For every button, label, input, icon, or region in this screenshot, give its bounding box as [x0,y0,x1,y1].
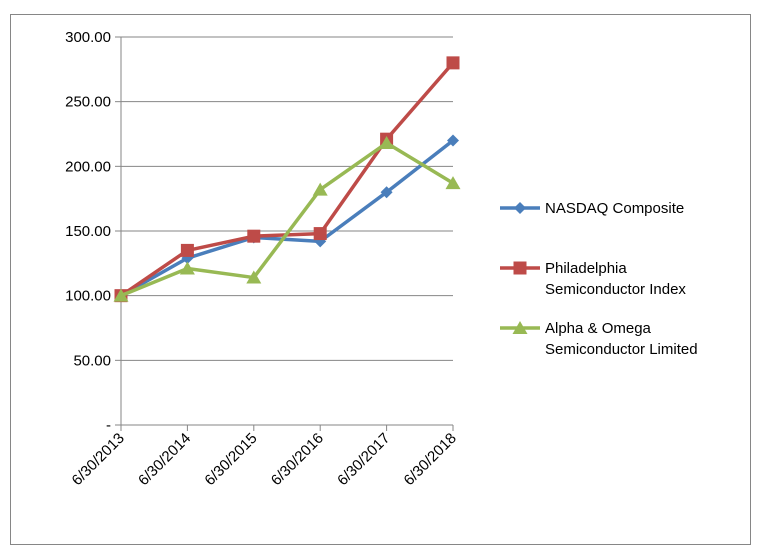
legend-label: Alpha & Omega [545,320,652,337]
legend-label: NASDAQ Composite [545,200,684,217]
series-line-2 [120,141,454,298]
data-point-0-4 [380,186,393,199]
x-tick-label: 6/30/2018 [401,430,460,489]
x-tick-label: 6/30/2015 [201,430,260,489]
legend-label: Philadelphia [545,260,627,277]
data-point-1-3 [313,227,327,241]
legend-label: Semiconductor Limited [545,341,698,358]
y-tick-label: 200.00 [65,158,111,175]
chart-frame [10,14,751,545]
legend-marker-triangle-icon [512,321,528,334]
x-tick-label: 6/30/2013 [69,430,128,489]
y-tick-label: 100.00 [65,288,111,305]
data-point-1-2 [247,229,261,243]
legend-label: Semiconductor Index [545,281,686,298]
y-tick-label: 250.00 [65,94,111,111]
legend-marker-diamond-icon [514,202,526,214]
legend-marker-square-icon [513,261,527,275]
data-point-2-2 [246,270,262,284]
data-point-2-0 [113,288,129,302]
y-tick-label: 50.00 [73,352,111,369]
data-point-1-5 [446,56,460,70]
series-line-0 [120,139,455,298]
data-point-0-5 [447,134,459,147]
data-point-2-4 [379,136,395,150]
data-point-1-1 [180,243,194,257]
data-point-2-5 [445,176,461,190]
x-tick-label: 6/30/2014 [135,430,194,489]
x-tick-label: 6/30/2016 [268,430,327,489]
data-point-2-1 [179,261,195,275]
y-tick-label: 300.00 [65,29,111,46]
data-point-2-3 [312,182,328,196]
y-tick-label: 150.00 [65,223,111,240]
y-tick-label: - [106,417,111,434]
x-tick-label: 6/30/2017 [334,430,393,489]
